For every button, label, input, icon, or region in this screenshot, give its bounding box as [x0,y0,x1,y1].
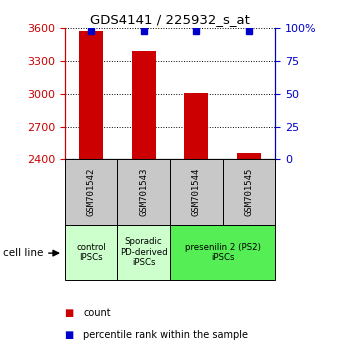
Title: GDS4141 / 225932_s_at: GDS4141 / 225932_s_at [90,13,250,26]
Bar [237,153,261,159]
Text: ■: ■ [65,308,74,318]
Text: GSM701543: GSM701543 [139,168,148,216]
Text: control
IPSCs: control IPSCs [76,242,106,262]
Bar [132,51,155,159]
Bar [185,93,208,159]
Text: GSM701545: GSM701545 [244,168,254,216]
Text: Sporadic
PD-derived
iPSCs: Sporadic PD-derived iPSCs [120,237,168,267]
Text: presenilin 2 (PS2)
iPSCs: presenilin 2 (PS2) iPSCs [185,242,261,262]
Text: percentile rank within the sample: percentile rank within the sample [83,330,248,339]
Text: cell line: cell line [3,248,44,258]
Bar [79,31,103,159]
Text: count: count [83,308,111,318]
Text: ■: ■ [65,330,74,339]
Text: GSM701542: GSM701542 [86,168,96,216]
Text: GSM701544: GSM701544 [192,168,201,216]
